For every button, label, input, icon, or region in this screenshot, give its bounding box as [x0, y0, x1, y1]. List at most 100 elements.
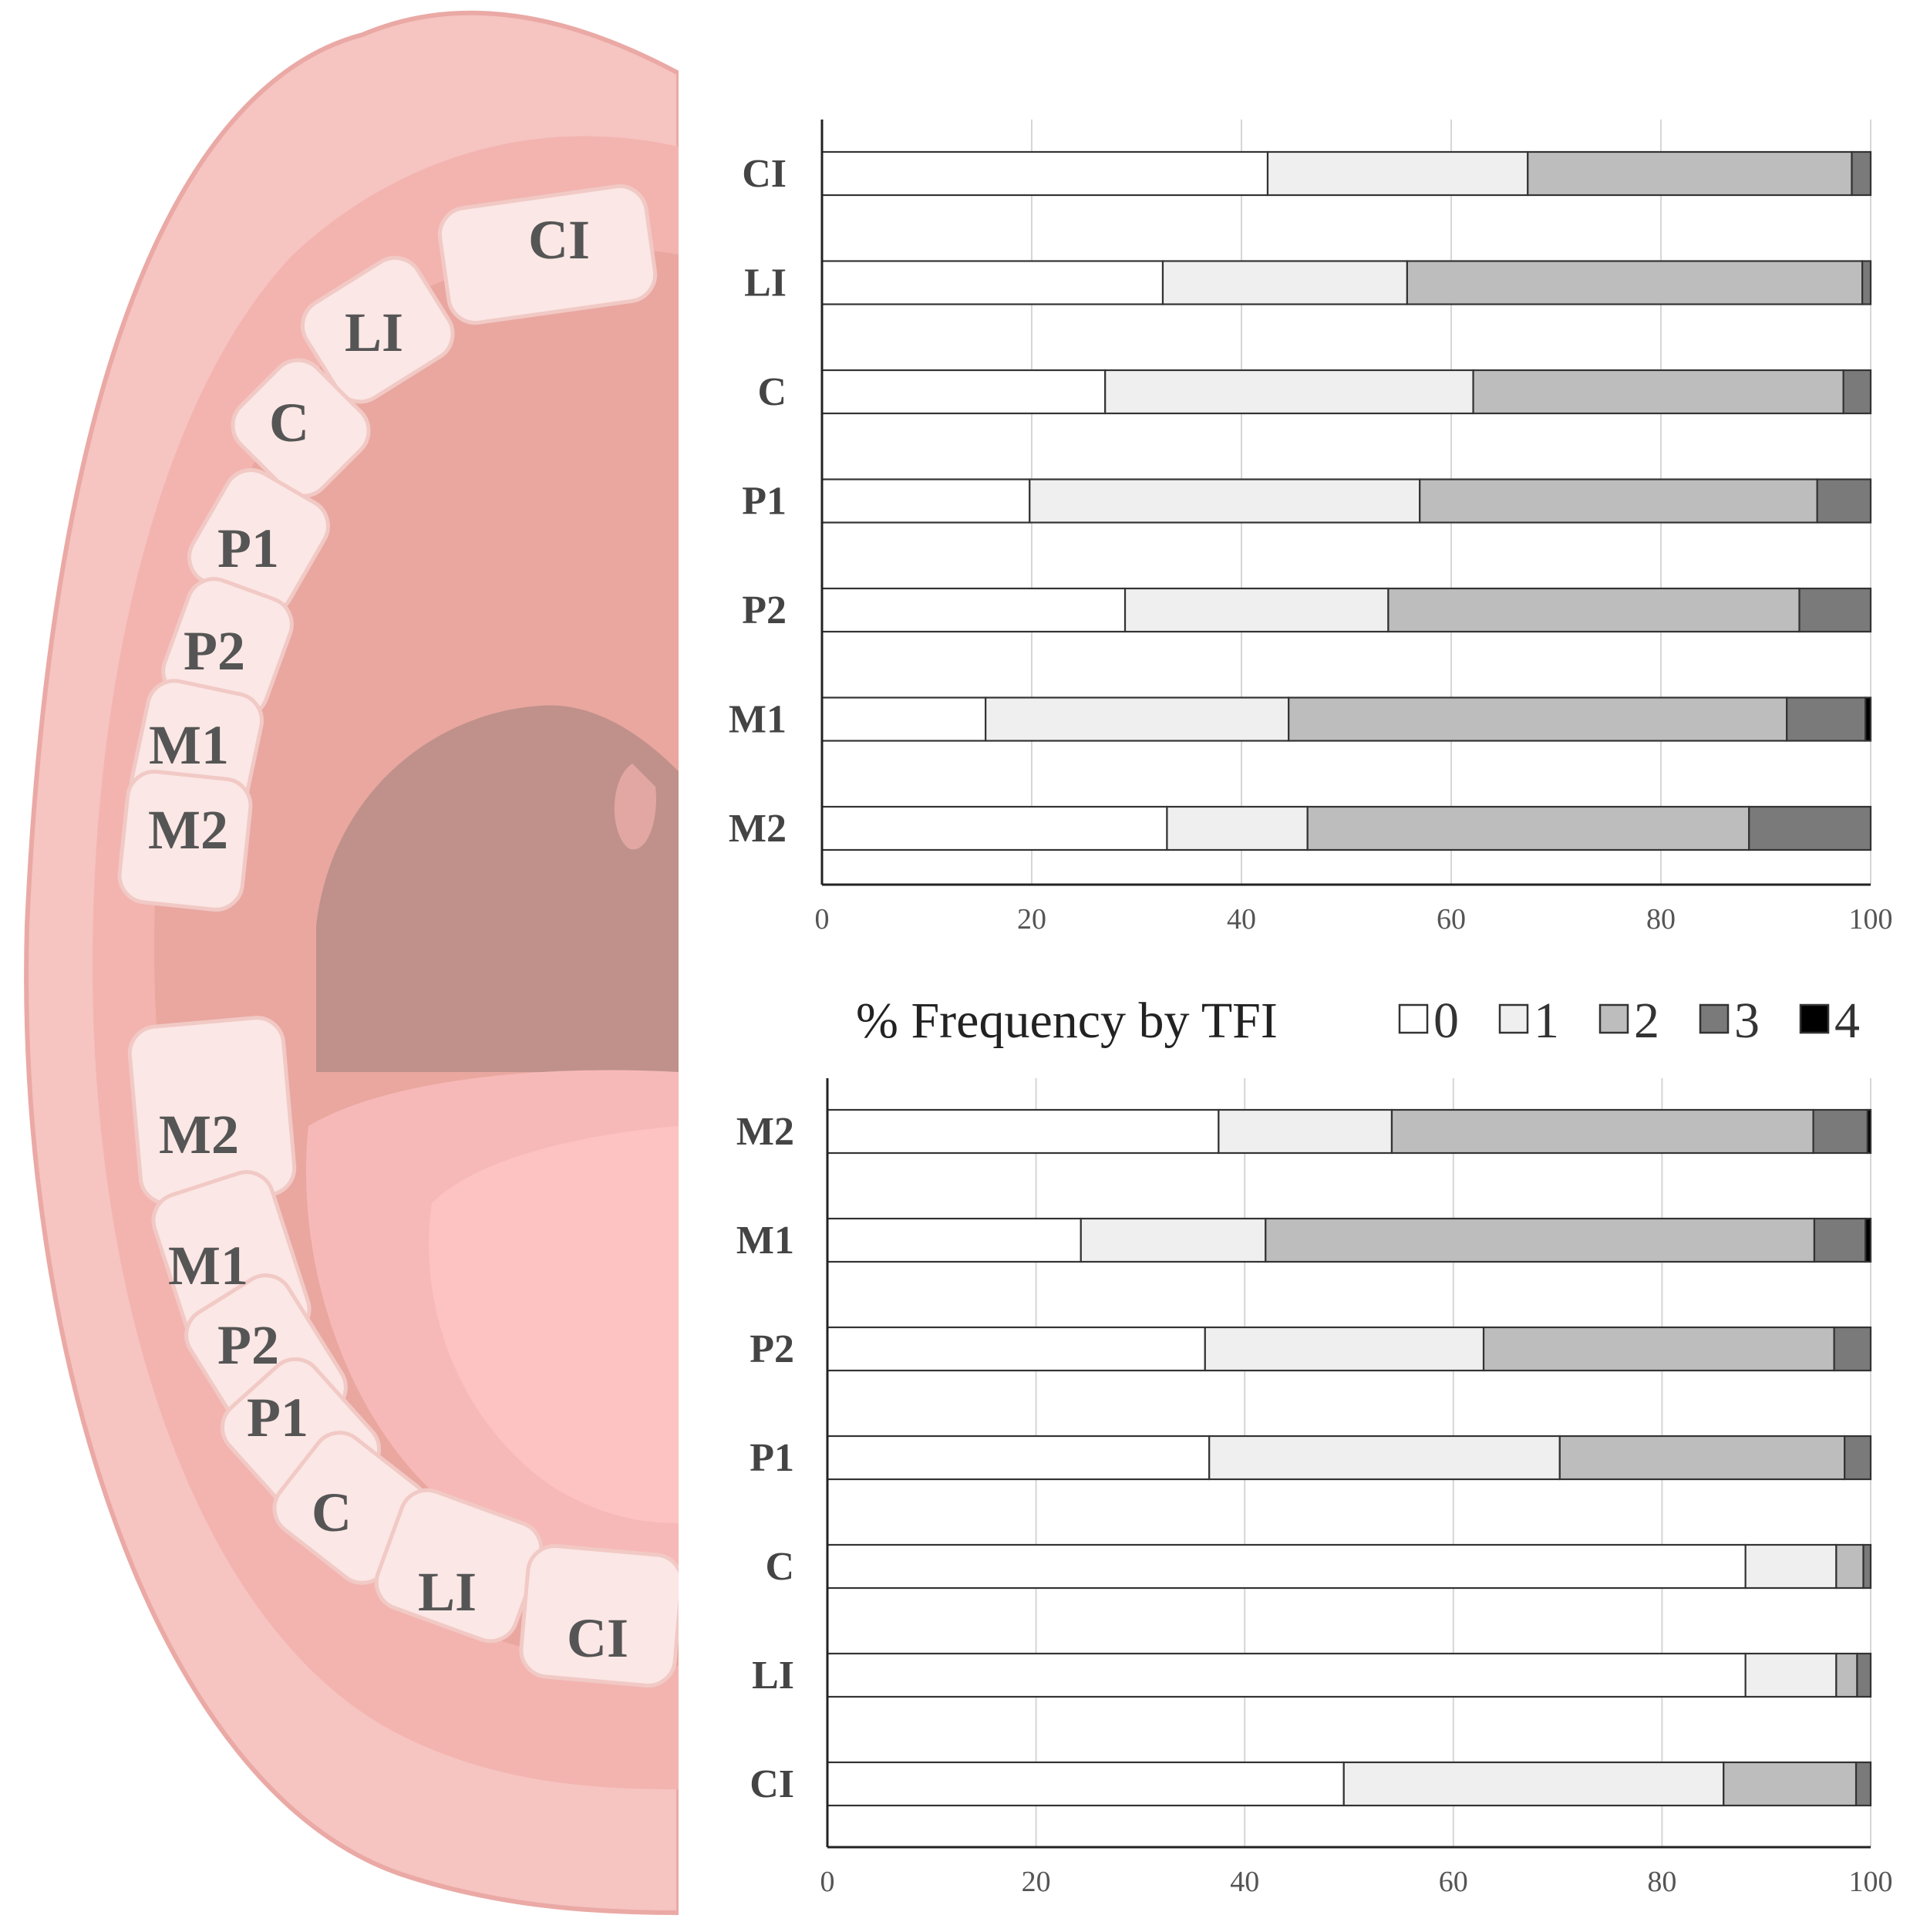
upper-tooth-label: P1 [217, 518, 279, 579]
bar-segment-CI-tfi-2 [1527, 150, 1853, 197]
bar-segment-M2-tfi-2 [1306, 805, 1750, 851]
bar-segment-P2-tfi-3 [1833, 1326, 1872, 1372]
category-label: C [757, 370, 787, 414]
lower-tooth-label: M1 [168, 1235, 248, 1296]
bar-segment-P1-tfi-2 [1558, 1435, 1846, 1481]
bar-segment-P1-tfi-3 [1816, 478, 1872, 524]
category-label: P2 [742, 588, 787, 632]
bar-segment-LI-tfi-3 [1861, 260, 1872, 305]
lower-tooth-label: C [312, 1482, 352, 1543]
lower-teeth-chart: M2 M1 P2 P1 C LI CI 0 20 40 60 80 100 [736, 1078, 1893, 1898]
bar-segment-M1-tfi-4 [1865, 1217, 1872, 1263]
legend-swatch-4 [1799, 1003, 1830, 1034]
category-label: CI [742, 152, 787, 196]
category-label: P1 [742, 480, 787, 524]
bar-segment-M1-tfi-1 [985, 696, 1290, 742]
x-tick-label: 40 [1227, 903, 1256, 936]
bar-segment-LI-tfi-3 [1856, 1652, 1872, 1698]
x-tick-label: 0 [820, 1866, 835, 1898]
category-label: M1 [729, 698, 787, 742]
chart-legend: % Frequency by TFI 0 1 2 3 4 [856, 993, 1860, 1049]
bar-segment-CI-tfi-0 [826, 1761, 1345, 1807]
bar-segment-C-tfi-0 [826, 1543, 1747, 1590]
x-tick-label: 100 [1849, 903, 1893, 936]
bar-segment-P1-tfi-0 [826, 1435, 1211, 1481]
bar-segment-M1-tfi-2 [1288, 696, 1788, 742]
category-label: P2 [750, 1327, 794, 1371]
bar-segment-CI-tfi-2 [1723, 1761, 1858, 1807]
bar-segment-CI-tfi-0 [820, 150, 1269, 197]
bar-segment-M2-tfi-4 [1866, 1108, 1872, 1155]
bar-segment-LI-tfi-0 [826, 1652, 1747, 1698]
category-label: M1 [736, 1219, 794, 1263]
bar-segment-P2-tfi-0 [826, 1326, 1206, 1372]
legend-swatch-3 [1699, 1003, 1730, 1034]
bar-segment-P2-tfi-3 [1798, 587, 1872, 633]
x-tick-label: 80 [1646, 903, 1676, 936]
bar-segment-M2-tfi-3 [1748, 805, 1872, 851]
lower-tooth-label: P1 [247, 1387, 308, 1448]
bar-segment-C-tfi-3 [1842, 369, 1872, 415]
legend-label: 1 [1534, 993, 1559, 1049]
bar-segment-LI-tfi-1 [1161, 260, 1408, 305]
legend-swatch-0 [1398, 1003, 1429, 1034]
bar-segment-P1-tfi-1 [1029, 478, 1421, 524]
x-tick-label: 40 [1230, 1866, 1259, 1898]
upper-tooth-label: LI [345, 302, 403, 363]
x-tick-label: 80 [1647, 1866, 1676, 1898]
x-tick-label: 20 [1017, 903, 1046, 936]
legend-swatch-1 [1498, 1003, 1529, 1034]
category-label: P1 [750, 1436, 794, 1480]
category-label: CI [750, 1762, 794, 1806]
bar-segment-M2-tfi-3 [1812, 1108, 1869, 1155]
bar-segment-C-tfi-1 [1104, 369, 1474, 415]
bar-segment-LI-tfi-0 [820, 260, 1164, 305]
bar-segment-P2-tfi-1 [1204, 1326, 1485, 1372]
bar-segment-P1-tfi-2 [1419, 478, 1818, 524]
bar-segment-C-tfi-3 [1862, 1543, 1872, 1590]
bar-segment-LI-tfi-1 [1744, 1652, 1838, 1698]
bar-segment-M1-tfi-3 [1786, 696, 1867, 742]
category-label: M2 [729, 807, 787, 851]
bar-segment-P1-tfi-0 [820, 478, 1031, 524]
lower-tooth-label: LI [418, 1561, 477, 1623]
bar-segment-P2-tfi-2 [1387, 587, 1801, 633]
bar-segment-M2-tfi-0 [820, 805, 1168, 851]
bar-segment-CI-tfi-1 [1266, 150, 1529, 197]
bar-segment-M1-tfi-4 [1865, 696, 1872, 742]
bar-segment-M1-tfi-3 [1813, 1217, 1867, 1263]
bar-segment-P2-tfi-1 [1123, 587, 1390, 633]
bar-segment-M1-tfi-0 [820, 696, 987, 742]
bar-segment-C-tfi-0 [820, 369, 1107, 415]
category-label: M2 [736, 1110, 794, 1154]
x-tick-label: 20 [1022, 1866, 1051, 1898]
lower-tooth-label: CI [567, 1607, 628, 1669]
legend-title: % Frequency by TFI [856, 993, 1278, 1049]
bar-segment-LI-tfi-2 [1406, 260, 1864, 305]
bar-segment-M2-tfi-1 [1166, 805, 1309, 851]
x-tick-label: 60 [1437, 903, 1466, 936]
category-label: LI [744, 261, 787, 305]
upper-teeth-chart: CI LI C P1 P2 M1 M2 0 20 40 60 80 100 [729, 120, 1893, 936]
upper-tooth-label: CI [528, 209, 590, 271]
upper-tooth-label: M2 [148, 799, 228, 861]
bar-segment-P1-tfi-1 [1208, 1435, 1561, 1481]
legend-label: 3 [1734, 993, 1760, 1049]
bar-segment-M1-tfi-1 [1080, 1217, 1267, 1263]
bar-segment-C-tfi-1 [1744, 1543, 1838, 1590]
legend-label: 2 [1634, 993, 1659, 1049]
upper-tooth-label: M1 [149, 714, 229, 776]
bar-segment-M2-tfi-0 [826, 1108, 1220, 1155]
lower-tooth-label: P2 [217, 1314, 279, 1376]
legend-label: 4 [1834, 993, 1860, 1049]
lower-tooth-label: M2 [159, 1104, 239, 1165]
x-tick-label: 100 [1849, 1866, 1893, 1898]
bar-segment-C-tfi-2 [1835, 1543, 1865, 1590]
bar-segment-C-tfi-2 [1472, 369, 1844, 415]
upper-tooth-label: C [269, 392, 309, 453]
bar-segment-M1-tfi-2 [1265, 1217, 1816, 1263]
x-tick-label: 0 [815, 903, 830, 936]
bar-segment-CI-tfi-3 [1854, 1761, 1872, 1807]
bar-segment-P2-tfi-2 [1482, 1326, 1835, 1372]
